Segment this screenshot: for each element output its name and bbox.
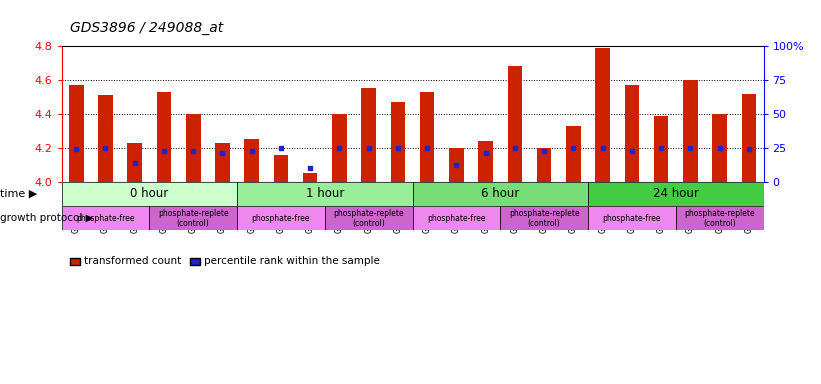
Text: time ▶: time ▶ bbox=[0, 189, 37, 199]
Bar bbox=[303, 173, 318, 182]
Text: 6 hour: 6 hour bbox=[481, 187, 520, 200]
Bar bbox=[479, 141, 493, 182]
Bar bbox=[566, 126, 580, 182]
Bar bbox=[186, 114, 200, 182]
Text: 1 hour: 1 hour bbox=[305, 187, 344, 200]
Text: 0 hour: 0 hour bbox=[131, 187, 168, 200]
Bar bbox=[325, 206, 413, 230]
Bar bbox=[99, 95, 112, 182]
Bar bbox=[588, 206, 676, 230]
Bar bbox=[741, 94, 756, 182]
Bar bbox=[62, 182, 237, 206]
Bar bbox=[676, 206, 764, 230]
Text: growth protocol ▶: growth protocol ▶ bbox=[0, 213, 94, 223]
Bar bbox=[713, 114, 727, 182]
Bar bbox=[595, 48, 610, 182]
Bar bbox=[333, 114, 346, 182]
Bar bbox=[500, 206, 588, 230]
Bar bbox=[69, 85, 84, 182]
Text: phosphate-free: phosphate-free bbox=[427, 214, 486, 223]
Bar bbox=[157, 92, 172, 182]
Bar bbox=[149, 206, 237, 230]
Bar bbox=[683, 80, 698, 182]
Bar bbox=[237, 182, 413, 206]
Bar bbox=[215, 142, 230, 182]
Bar bbox=[654, 116, 668, 182]
Bar bbox=[507, 66, 522, 182]
Bar bbox=[361, 88, 376, 182]
Bar bbox=[127, 142, 142, 182]
Bar bbox=[62, 206, 149, 230]
Text: GDS3896 / 249088_at: GDS3896 / 249088_at bbox=[70, 21, 223, 35]
Text: 24 hour: 24 hour bbox=[653, 187, 699, 200]
Bar bbox=[537, 148, 552, 182]
Text: percentile rank within the sample: percentile rank within the sample bbox=[204, 256, 380, 266]
Bar bbox=[413, 182, 588, 206]
Bar bbox=[625, 85, 640, 182]
Bar bbox=[413, 206, 500, 230]
Bar bbox=[237, 206, 325, 230]
Bar bbox=[588, 182, 764, 206]
Text: transformed count: transformed count bbox=[84, 256, 181, 266]
Bar bbox=[245, 139, 259, 182]
Text: phosphate-free: phosphate-free bbox=[76, 214, 135, 223]
Bar bbox=[449, 148, 464, 182]
Bar bbox=[273, 154, 288, 182]
Text: phosphate-free: phosphate-free bbox=[603, 214, 661, 223]
Text: phosphate-replete
(control): phosphate-replete (control) bbox=[685, 209, 755, 228]
Text: phosphate-replete
(control): phosphate-replete (control) bbox=[333, 209, 404, 228]
Bar bbox=[420, 92, 434, 182]
Text: phosphate-replete
(control): phosphate-replete (control) bbox=[158, 209, 228, 228]
Text: phosphate-replete
(control): phosphate-replete (control) bbox=[509, 209, 580, 228]
Bar bbox=[391, 102, 406, 182]
Text: phosphate-free: phosphate-free bbox=[252, 214, 310, 223]
